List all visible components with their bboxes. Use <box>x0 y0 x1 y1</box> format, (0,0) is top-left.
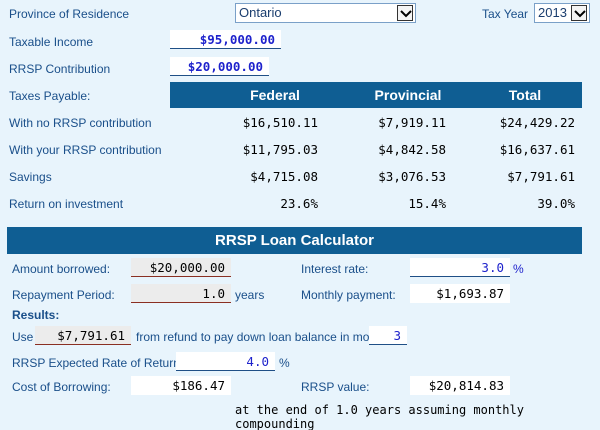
with-rrsp-total: $16,637.61 <box>499 142 575 157</box>
monthly-payment-value: $1,693.87 <box>410 284 510 303</box>
roi-total: 39.0% <box>537 196 575 211</box>
province-select[interactable]: Ontario <box>235 3 416 23</box>
tax-year-select[interactable]: 2013 <box>534 3 590 23</box>
with-rrsp-provincial: $4,842.58 <box>378 142 446 157</box>
row-label-with-rrsp: With your RRSP contribution <box>9 143 162 157</box>
row-label-roi: Return on investment <box>9 197 124 211</box>
column-header-total: Total <box>508 87 542 103</box>
rrsp-value-label: RRSP value: <box>301 380 370 394</box>
rrsp-contribution-label: RRSP Contribution <box>9 62 111 76</box>
column-header-provincial: Provincial <box>374 87 442 103</box>
interest-rate-unit: % <box>513 262 524 276</box>
column-header-federal: Federal <box>250 87 300 103</box>
no-rrsp-total: $24,429.22 <box>499 115 575 130</box>
savings-federal: $4,715.08 <box>250 169 318 184</box>
expected-return-label: RRSP Expected Rate of Return: <box>12 356 184 370</box>
savings-total: $7,791.61 <box>507 169 575 184</box>
roi-federal: 23.6% <box>280 196 318 211</box>
taxes-header-band: Federal Provincial Total <box>170 82 582 108</box>
repayment-period-value[interactable]: 1.0 <box>131 284 231 303</box>
rrsp-contribution-input[interactable]: $20,000.00 <box>170 57 269 76</box>
taxable-income-label: Taxable Income <box>9 35 94 49</box>
use-refund-text: from refund to pay down loan balance in … <box>136 330 390 344</box>
footnote: at the end of 1.0 years assuming monthly… <box>235 403 524 430</box>
province-selected-value: Ontario <box>239 5 282 20</box>
interest-rate-input[interactable]: 3.0 <box>410 258 510 277</box>
use-refund-value: $7,791.61 <box>35 326 131 345</box>
no-rrsp-provincial: $7,919.11 <box>378 115 446 130</box>
loan-calculator-title: RRSP Loan Calculator <box>7 227 582 254</box>
rrsp-value-value: $20,814.83 <box>410 376 510 395</box>
province-label: Province of Residence <box>9 7 130 21</box>
taxable-income-input[interactable]: $95,000.00 <box>170 30 281 49</box>
cost-of-borrowing-label: Cost of Borrowing: <box>12 380 111 394</box>
no-rrsp-federal: $16,510.11 <box>242 115 318 130</box>
chevron-down-icon[interactable] <box>571 5 587 21</box>
monthly-payment-label: Monthly payment: <box>301 288 396 302</box>
repayment-period-label: Repayment Period: <box>12 288 115 302</box>
use-label: Use <box>12 330 34 344</box>
cost-of-borrowing-value: $186.47 <box>131 376 231 395</box>
tax-year-selected-value: 2013 <box>538 5 567 20</box>
amount-borrowed-label: Amount borrowed: <box>12 262 111 276</box>
savings-provincial: $3,076.53 <box>378 169 446 184</box>
row-label-no-rrsp: With no RRSP contribution <box>9 116 152 130</box>
roi-provincial: 15.4% <box>408 196 446 211</box>
tax-year-label: Tax Year <box>482 7 529 21</box>
with-rrsp-federal: $11,795.03 <box>242 142 318 157</box>
interest-rate-label: Interest rate: <box>301 262 369 276</box>
taxes-payable-label: Taxes Payable: <box>9 89 91 103</box>
expected-return-input[interactable]: 4.0 <box>176 352 275 371</box>
repayment-period-unit: years <box>235 288 265 302</box>
payoff-month-input[interactable]: 3 <box>369 326 407 345</box>
amount-borrowed-value: $20,000.00 <box>131 258 231 277</box>
expected-return-unit: % <box>279 356 290 370</box>
row-label-savings: Savings <box>9 170 52 184</box>
results-label: Results: <box>12 308 60 322</box>
chevron-down-icon[interactable] <box>397 5 413 21</box>
